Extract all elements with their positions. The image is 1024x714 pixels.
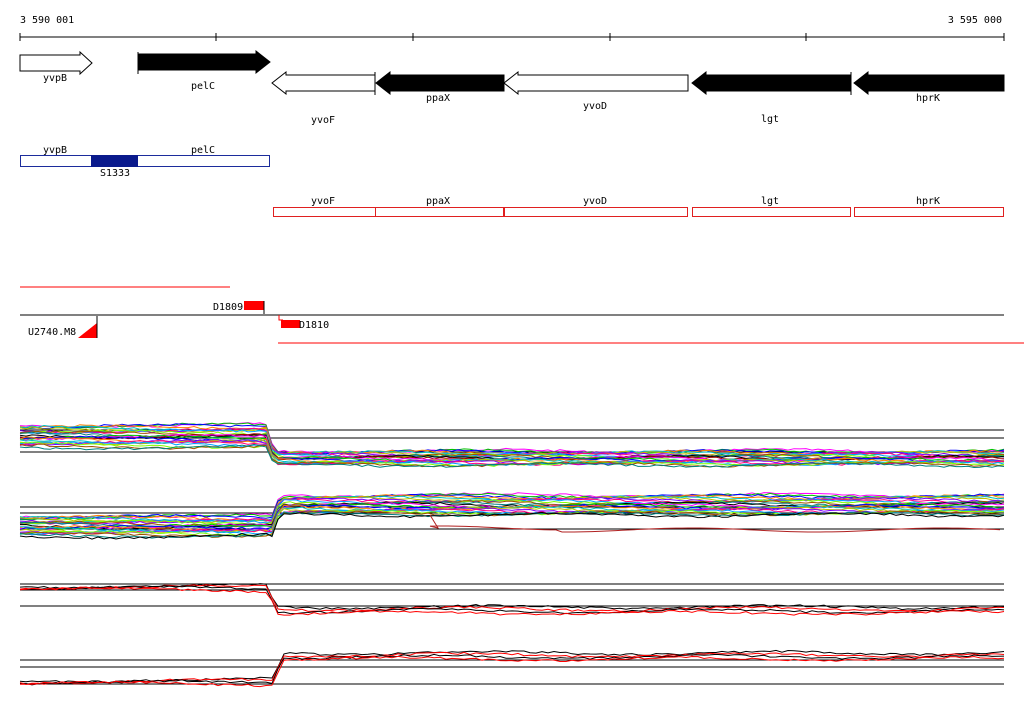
ruler-start-label: 3 590 001 <box>20 15 74 26</box>
gene-label-hprK: hprK <box>916 93 940 104</box>
gene-label-lgt: lgt <box>761 114 779 125</box>
expression-trace <box>19 427 1005 459</box>
operon-track-reverse: yvoF ppaX yvoD lgt hprK <box>273 196 1004 217</box>
operon-box-forward[interactable] <box>20 155 270 167</box>
operon-label-lgt: lgt <box>761 196 779 207</box>
gene-arrow-yvoD[interactable] <box>503 70 689 96</box>
expression-trace <box>19 651 1005 685</box>
operon-label-hprK: hprK <box>916 196 940 207</box>
expression-trace <box>19 422 1005 455</box>
expression-trace <box>19 511 1005 540</box>
operon-label-yvoF: yvoF <box>311 196 335 207</box>
feature-label-D1810: D1810 <box>299 320 329 331</box>
feature-D1809[interactable] <box>244 301 264 310</box>
expression-trace <box>429 514 1001 533</box>
expression-trace <box>19 583 1005 611</box>
expression-trace <box>19 499 1005 526</box>
feature-D1810-hook <box>278 315 283 321</box>
expression-trace <box>19 649 1005 684</box>
operon-label-ppaX: ppaX <box>426 196 450 207</box>
gene-arrow-lgt[interactable] <box>691 70 852 96</box>
profile-panel-3 <box>19 583 1005 616</box>
operon-label-pelC: pelC <box>191 145 215 156</box>
ruler-ticks <box>19 33 1005 41</box>
operon-box-lgt[interactable] <box>692 207 851 217</box>
operon-box-hprK[interactable] <box>854 207 1004 217</box>
operon-track-forward: yvpB pelC S1333 <box>20 145 270 179</box>
operon-label-yvoD: yvoD <box>583 196 607 207</box>
gene-arrow-pelC[interactable] <box>137 49 271 75</box>
coordinate-ruler: 3 590 001 3 595 000 <box>19 15 1005 41</box>
profile-panel-4 <box>19 649 1005 688</box>
gene-arrow-hprK[interactable] <box>853 70 1005 96</box>
operon-label-yvpB: yvpB <box>43 145 67 156</box>
expression-profiles <box>19 422 1005 688</box>
ruler-end-label: 3 595 000 <box>948 15 1002 26</box>
expression-trace <box>19 585 1005 615</box>
feature-label-D1809: D1809 <box>213 302 243 313</box>
profile-panel-2 <box>19 491 1005 540</box>
feature-D1810[interactable] <box>281 320 300 328</box>
expression-trace <box>19 428 1005 459</box>
transcript-feature-track: D1809 D1810 U2740.M8 <box>20 286 1024 344</box>
gene-label-ppaX: ppaX <box>426 93 450 104</box>
gene-track: yvpB pelC yvoF ppaX yvoD lgt hprK <box>19 49 1005 126</box>
gene-label-pelC: pelC <box>191 81 215 92</box>
segment-label-S1333: S1333 <box>100 168 130 179</box>
gene-arrow-yvpB[interactable] <box>19 50 93 76</box>
segment-S1333[interactable] <box>91 155 138 167</box>
feature-U2740-marker[interactable] <box>78 323 97 338</box>
operon-box-yvoF[interactable] <box>273 207 376 217</box>
expression-trace <box>19 655 1005 688</box>
expression-trace <box>19 506 1005 534</box>
operon-box-yvoD[interactable] <box>504 207 688 217</box>
profile-panel-1 <box>19 422 1005 469</box>
gene-label-yvoD: yvoD <box>583 101 607 112</box>
expression-trace <box>19 653 1005 686</box>
expression-trace <box>19 586 1005 616</box>
expression-trace <box>19 443 1005 469</box>
gene-label-yvoF: yvoF <box>311 115 335 126</box>
operon-box-ppaX[interactable] <box>375 207 504 217</box>
feature-label-U2740: U2740.M8 <box>28 327 76 338</box>
gene-arrow-ppaX[interactable] <box>375 70 505 96</box>
gene-label-yvpB: yvpB <box>43 73 67 84</box>
gene-arrow-yvoF[interactable] <box>271 70 376 96</box>
